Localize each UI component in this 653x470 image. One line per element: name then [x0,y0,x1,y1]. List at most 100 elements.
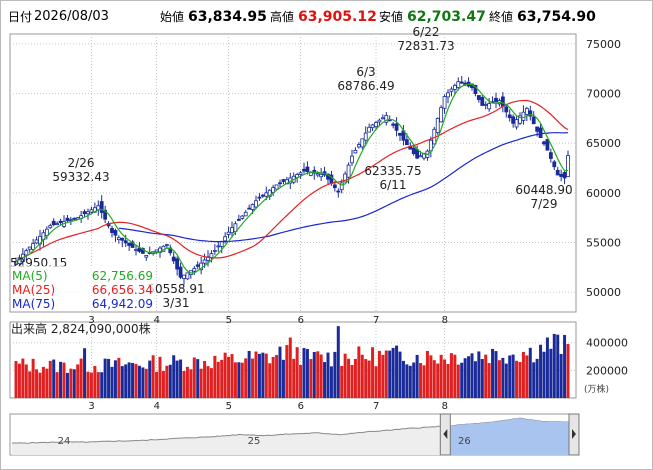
volume-bar [28,371,32,398]
volume-bar [412,362,416,398]
volume-bar [247,350,251,398]
candles-group [14,75,570,285]
volume-bar [72,369,76,398]
x-tick-label: 6 [298,315,304,326]
volume-bar [65,372,69,398]
candle-body [34,239,39,244]
volume-bar [309,359,313,398]
candle-body [363,132,368,141]
volume-bar [371,347,375,398]
candle-body [487,103,492,110]
volume-bar [480,359,484,398]
volume-bar [14,361,18,398]
candle-body [404,139,409,146]
candle-body [332,184,337,189]
volume-bar [254,351,258,398]
volume-bar [192,357,196,398]
volume-bar [179,359,183,398]
annotation-value: 60448.90 [515,183,572,197]
volume-bar [566,343,570,398]
volume-x-tick-label: 6 [298,401,304,412]
volume-bar [343,353,347,398]
candle-body [58,220,63,224]
volume-bar [244,358,248,398]
volume-bar [216,361,220,398]
volume-x-tick-label: 5 [226,401,232,412]
annotation-date: 3/31 [163,296,190,310]
candle-body [350,155,354,164]
candle-body [473,84,478,94]
overview-label: 24 [58,436,71,447]
volume-bar [83,348,87,398]
ma-legend: MA(5) 62,756.69 MA(25) 66,656.34 MA(75) 64,94… [11,266,155,311]
volume-x-tick-label: 7 [373,401,379,412]
volume-bar [151,355,155,398]
candle-body [442,96,447,109]
volume-bar [497,360,501,398]
candle-body [103,209,108,220]
candle-body [267,189,272,197]
overview-right-handle[interactable] [568,413,580,456]
volume-bar [467,356,471,398]
volume-bar [419,362,423,398]
volume-bar [398,351,402,398]
candle-body [548,152,553,159]
volume-bar [319,354,323,398]
volume-bar [525,355,529,398]
volume-bar [38,372,42,398]
candle-body [315,173,320,176]
volume-bar [329,366,333,398]
volume-bar [528,347,532,398]
candle-body [48,225,53,229]
candle-body [535,126,540,132]
candle-body [127,242,132,246]
volume-bar [316,351,320,398]
volume-bar [52,359,56,398]
volume-bar [31,358,35,398]
volume-bar [559,353,563,398]
volume-bar [223,352,227,398]
candle-body [195,264,200,267]
annotation-date: 6/22 [413,25,440,39]
y-tick-label: 65000 [586,137,621,150]
volume-bar [189,369,193,398]
candle-body [411,147,416,155]
volume-bar [305,348,309,398]
volume-bar [230,354,234,398]
annotation-value: 59332.43 [52,170,109,184]
volume-x-tick-label: 8 [442,401,448,412]
candle-body [86,211,90,215]
volume-bar [326,352,330,398]
legend-label: MA(75) [12,297,55,311]
volume-bar [175,360,179,398]
volume-bar [275,355,279,398]
volume-bar [353,358,357,398]
volume-bar [323,362,327,398]
y-tick-label: 70000 [586,88,621,101]
volume-bar [48,360,52,398]
volume-bar [432,360,436,398]
volume-bar [377,350,381,398]
annotation-date: 7/29 [531,197,558,211]
overview-label: 25 [248,436,261,447]
candle-body [339,182,344,191]
volume-bar [148,360,152,398]
ma25-line [15,99,569,262]
overview-left-handle[interactable] [439,413,451,456]
volume-bar [134,363,138,398]
volume-bar [251,358,255,398]
candle-body [120,237,125,241]
open-label: 始値 [160,10,185,24]
volume-bar [41,366,45,398]
volume-bar [504,363,508,398]
volume-bar [535,358,539,398]
x-tick-label: 7 [373,315,379,326]
volume-bar [237,362,241,398]
volume-bar [172,355,176,398]
volume-bar [158,356,162,398]
volume-bar [141,367,145,398]
volume-bar [501,357,505,398]
candle-body [68,219,73,222]
overview-area [12,418,572,455]
volume-bar [93,365,97,398]
